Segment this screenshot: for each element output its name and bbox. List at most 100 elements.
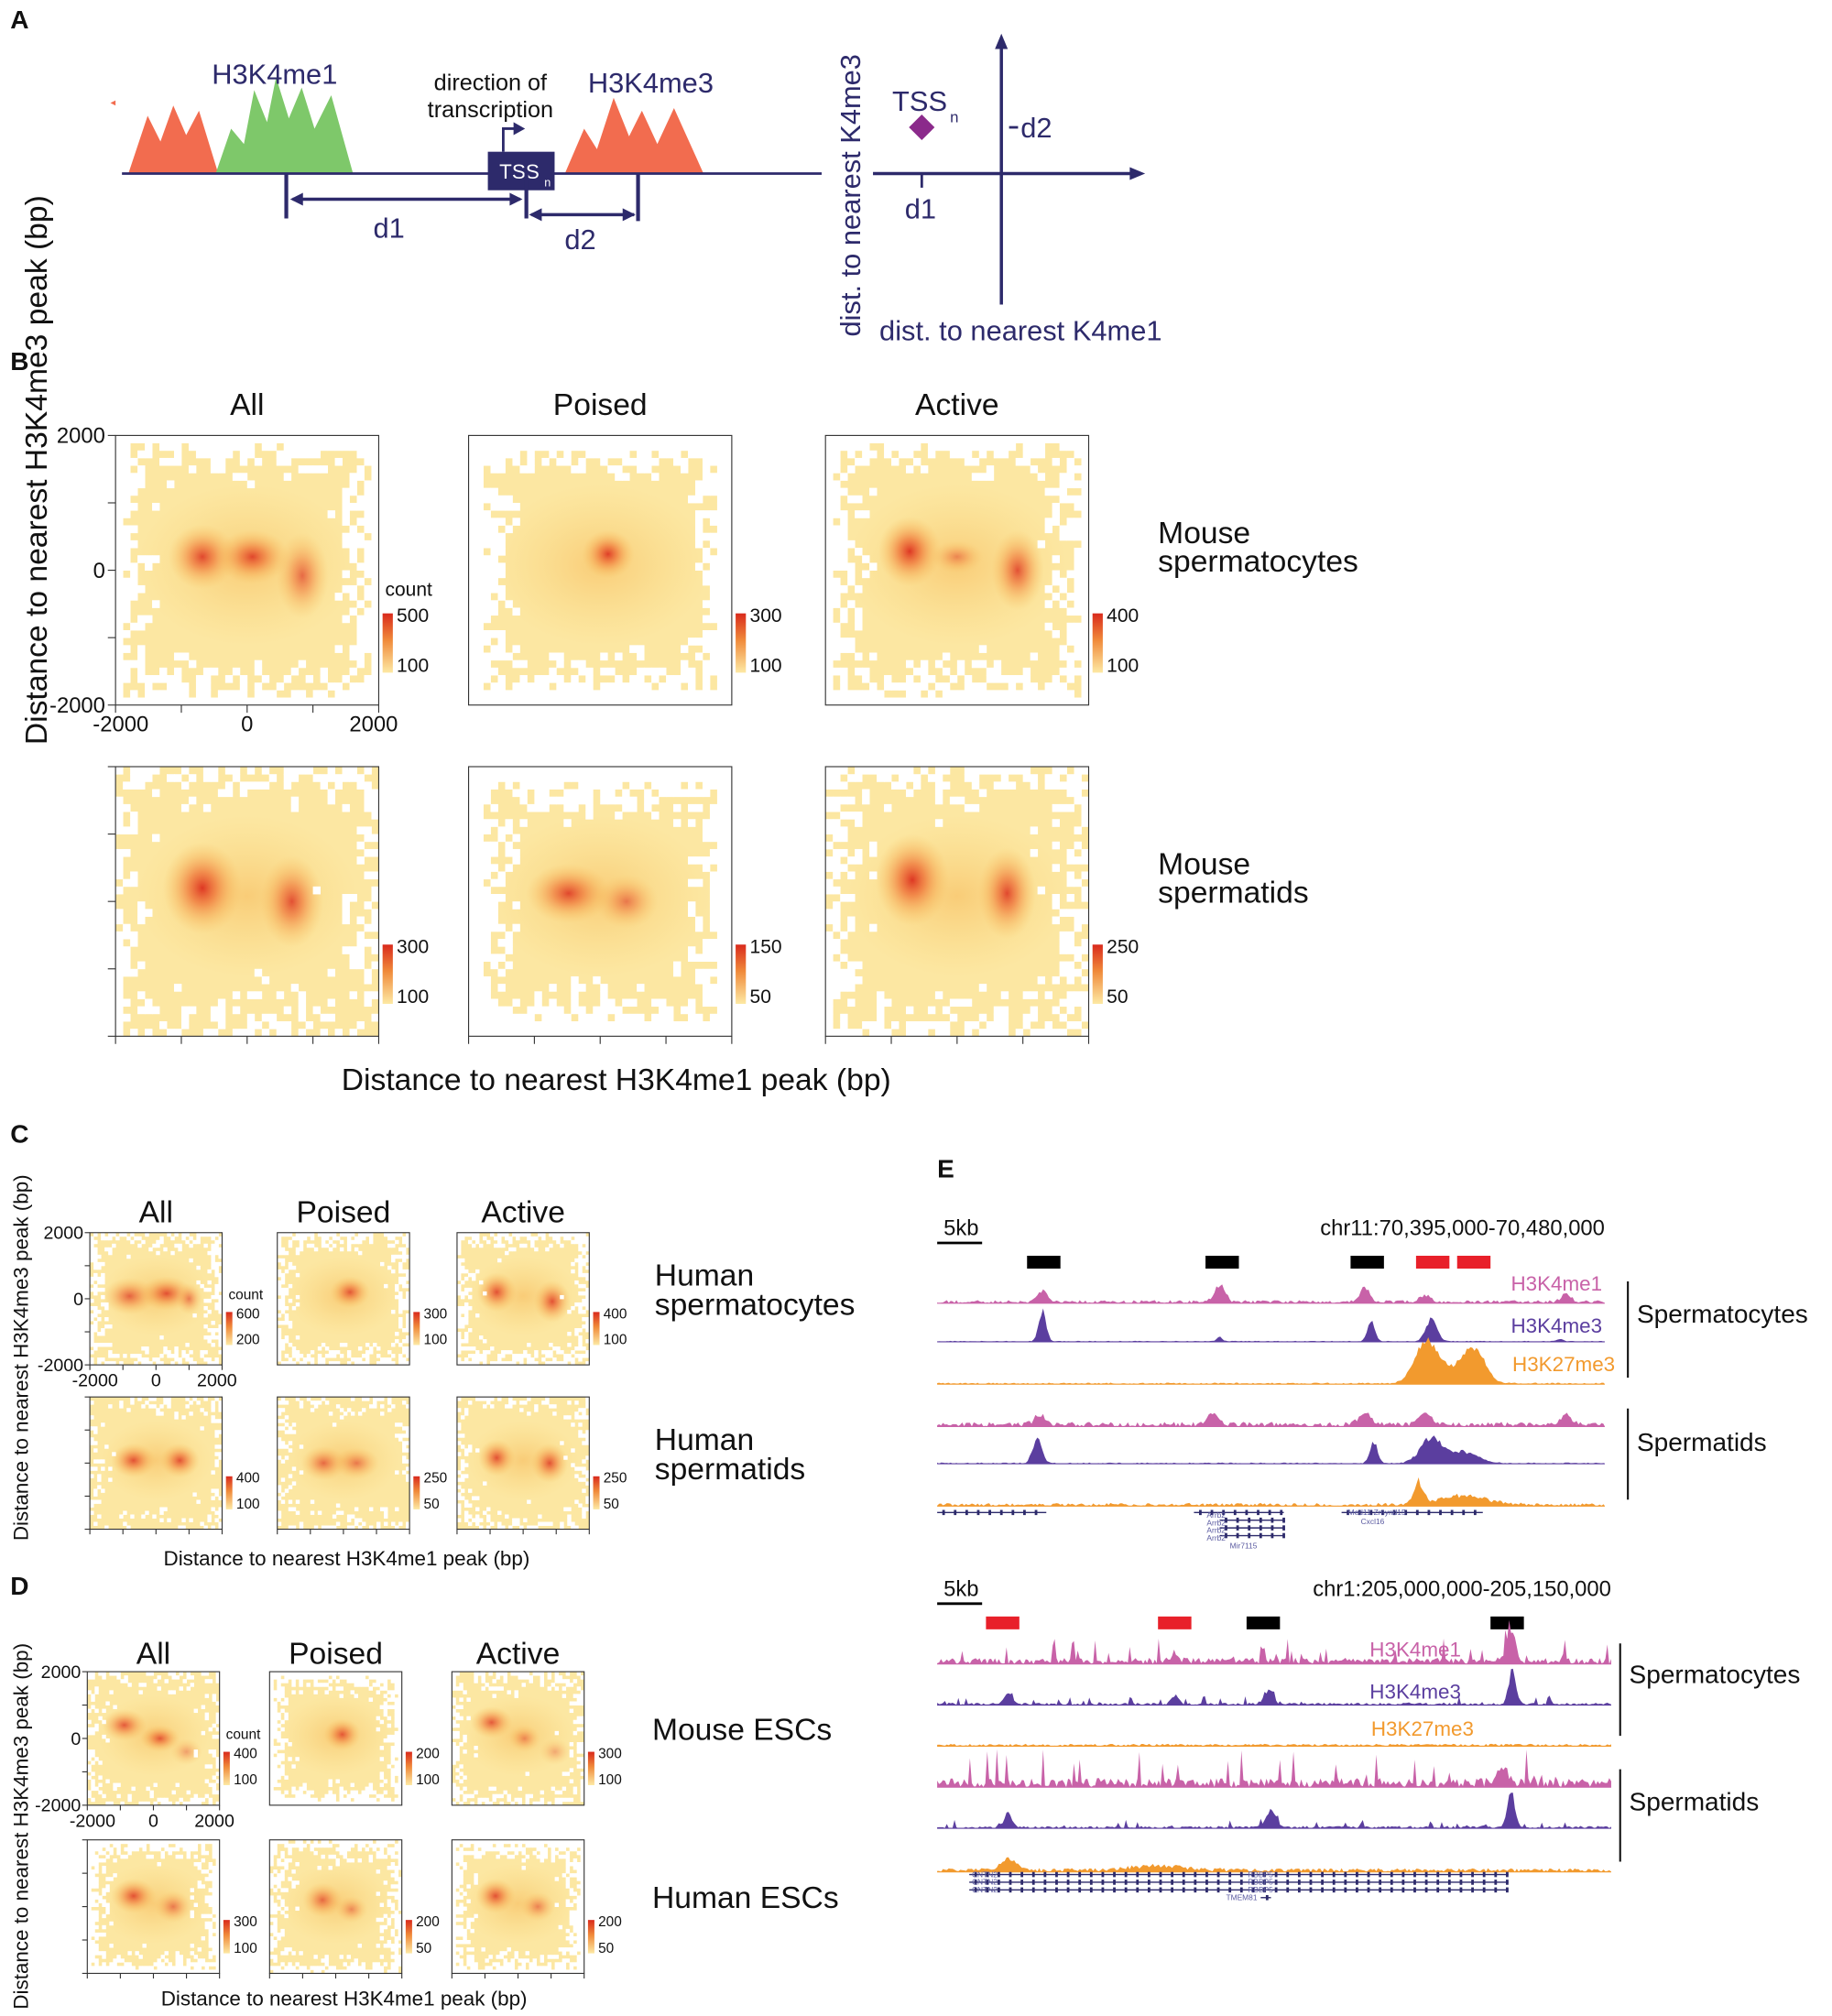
empty-cell	[456, 1261, 462, 1267]
empty-cell	[659, 690, 667, 698]
empty-cell	[200, 1408, 204, 1412]
empty-cell	[483, 946, 491, 954]
empty-cell	[291, 1265, 297, 1270]
empty-cell	[545, 1354, 550, 1358]
colorbar	[593, 1312, 600, 1346]
empty-cell	[833, 562, 841, 571]
empty-cell	[463, 1361, 469, 1366]
empty-cell	[681, 697, 689, 706]
empty-cell	[855, 690, 863, 698]
empty-cell	[280, 1764, 285, 1769]
empty-cell	[468, 675, 476, 683]
empty-cell	[459, 1771, 463, 1776]
heatmap-blob	[162, 842, 243, 934]
empty-cell	[332, 1422, 337, 1427]
empty-cell	[497, 548, 506, 556]
empty-cell	[709, 848, 718, 857]
empty-cell	[94, 1786, 99, 1792]
empty-cell	[578, 1247, 583, 1252]
empty-cell	[724, 998, 733, 1008]
empty-cell	[277, 1269, 282, 1274]
empty-cell	[574, 1280, 579, 1285]
empty-cell	[1066, 909, 1074, 917]
empty-cell	[97, 1477, 102, 1482]
empty-cell	[483, 796, 491, 805]
empty-cell	[563, 690, 572, 698]
empty-cell	[346, 1672, 351, 1676]
empty-cell	[471, 1518, 476, 1522]
empty-cell	[574, 1239, 579, 1245]
empty-cell	[534, 435, 542, 444]
empty-cell	[492, 1797, 496, 1803]
empty-cell	[102, 1793, 106, 1799]
empty-cell	[387, 1672, 392, 1676]
empty-cell	[519, 767, 528, 775]
empty-cell	[283, 473, 292, 481]
empty-cell	[342, 518, 350, 526]
empty-cell	[541, 774, 550, 782]
empty-cell	[284, 1354, 289, 1358]
empty-cell	[394, 1782, 399, 1788]
empty-cell	[97, 1309, 102, 1314]
empty-cell	[180, 767, 190, 775]
empty-cell	[905, 1020, 914, 1030]
empty-cell	[541, 781, 550, 790]
empty-cell	[371, 645, 379, 653]
empty-cell	[295, 1294, 300, 1300]
empty-cell	[105, 1779, 110, 1783]
empty-cell	[497, 1020, 506, 1030]
empty-cell	[505, 1361, 509, 1366]
empty-cell	[210, 457, 219, 466]
empty-cell	[391, 1254, 396, 1259]
empty-cell	[702, 659, 711, 669]
panel-label: D	[10, 1572, 28, 1600]
empty-cell	[365, 1683, 370, 1687]
empty-cell	[541, 1013, 550, 1022]
empty-cell	[825, 637, 834, 646]
empty-cell	[702, 548, 711, 556]
empty-cell	[87, 1962, 92, 1967]
empty-cell	[115, 562, 124, 571]
empty-cell	[130, 871, 138, 880]
empty-cell	[494, 1361, 498, 1366]
empty-cell	[593, 767, 601, 775]
empty-cell	[519, 796, 528, 805]
empty-cell	[181, 1236, 186, 1241]
empty-cell	[709, 923, 718, 932]
empty-cell	[571, 659, 579, 669]
empty-cell	[97, 1280, 102, 1285]
empty-cell	[934, 796, 943, 805]
empty-cell	[102, 1932, 106, 1937]
empty-cell	[108, 1247, 113, 1252]
empty-cell	[197, 1797, 202, 1803]
empty-cell	[578, 1020, 586, 1030]
empty-cell	[702, 510, 711, 518]
empty-cell	[532, 1672, 537, 1676]
empty-cell	[269, 1683, 274, 1687]
empty-cell	[840, 532, 848, 541]
empty-cell	[163, 1247, 168, 1252]
empty-cell	[145, 1029, 153, 1037]
panel-label: C	[10, 1120, 28, 1149]
empty-cell	[582, 1258, 586, 1263]
empty-cell	[280, 1321, 286, 1325]
empty-cell	[460, 1269, 465, 1274]
colorbar-tick: 250	[1107, 937, 1139, 958]
empty-cell	[593, 781, 601, 790]
empty-cell	[334, 593, 343, 601]
empty-cell	[574, 1302, 579, 1307]
empty-cell	[97, 1265, 102, 1270]
empty-cell	[123, 848, 131, 857]
empty-cell	[724, 789, 733, 798]
empty-cell	[105, 1906, 110, 1912]
empty-cell	[364, 502, 372, 511]
empty-cell	[651, 675, 660, 683]
empty-cell	[246, 435, 256, 444]
empty-cell	[840, 442, 848, 452]
empty-cell	[884, 774, 892, 782]
empty-cell	[582, 1411, 586, 1416]
empty-cell	[354, 1507, 359, 1511]
empty-cell	[855, 435, 863, 444]
empty-cell	[299, 1444, 304, 1449]
empty-cell	[964, 1020, 973, 1030]
